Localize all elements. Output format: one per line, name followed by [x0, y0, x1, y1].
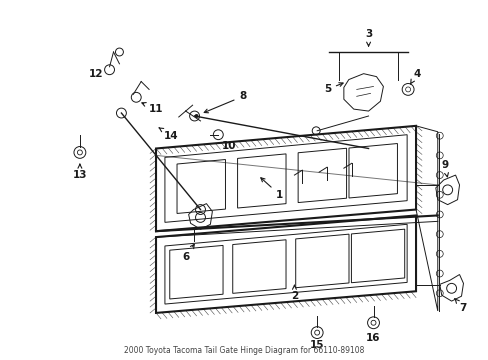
Text: 2000 Toyota Tacoma Tail Gate Hinge Diagram for 66110-89108: 2000 Toyota Tacoma Tail Gate Hinge Diagr… — [123, 346, 364, 355]
Text: 15: 15 — [309, 341, 324, 350]
Circle shape — [194, 114, 198, 118]
Text: 6: 6 — [182, 244, 194, 262]
Text: 12: 12 — [89, 69, 103, 79]
Text: 3: 3 — [364, 29, 371, 46]
Text: 10: 10 — [222, 140, 236, 150]
Text: 8: 8 — [204, 91, 246, 113]
Text: 9: 9 — [440, 160, 447, 177]
Text: 13: 13 — [73, 164, 87, 180]
Text: 5: 5 — [323, 83, 343, 94]
Text: 14: 14 — [159, 128, 179, 141]
Text: 1: 1 — [260, 178, 283, 200]
Text: 16: 16 — [366, 333, 380, 342]
Text: 11: 11 — [142, 103, 163, 114]
Text: 2: 2 — [290, 285, 298, 301]
Text: 7: 7 — [454, 299, 466, 313]
Text: 4: 4 — [409, 69, 420, 84]
